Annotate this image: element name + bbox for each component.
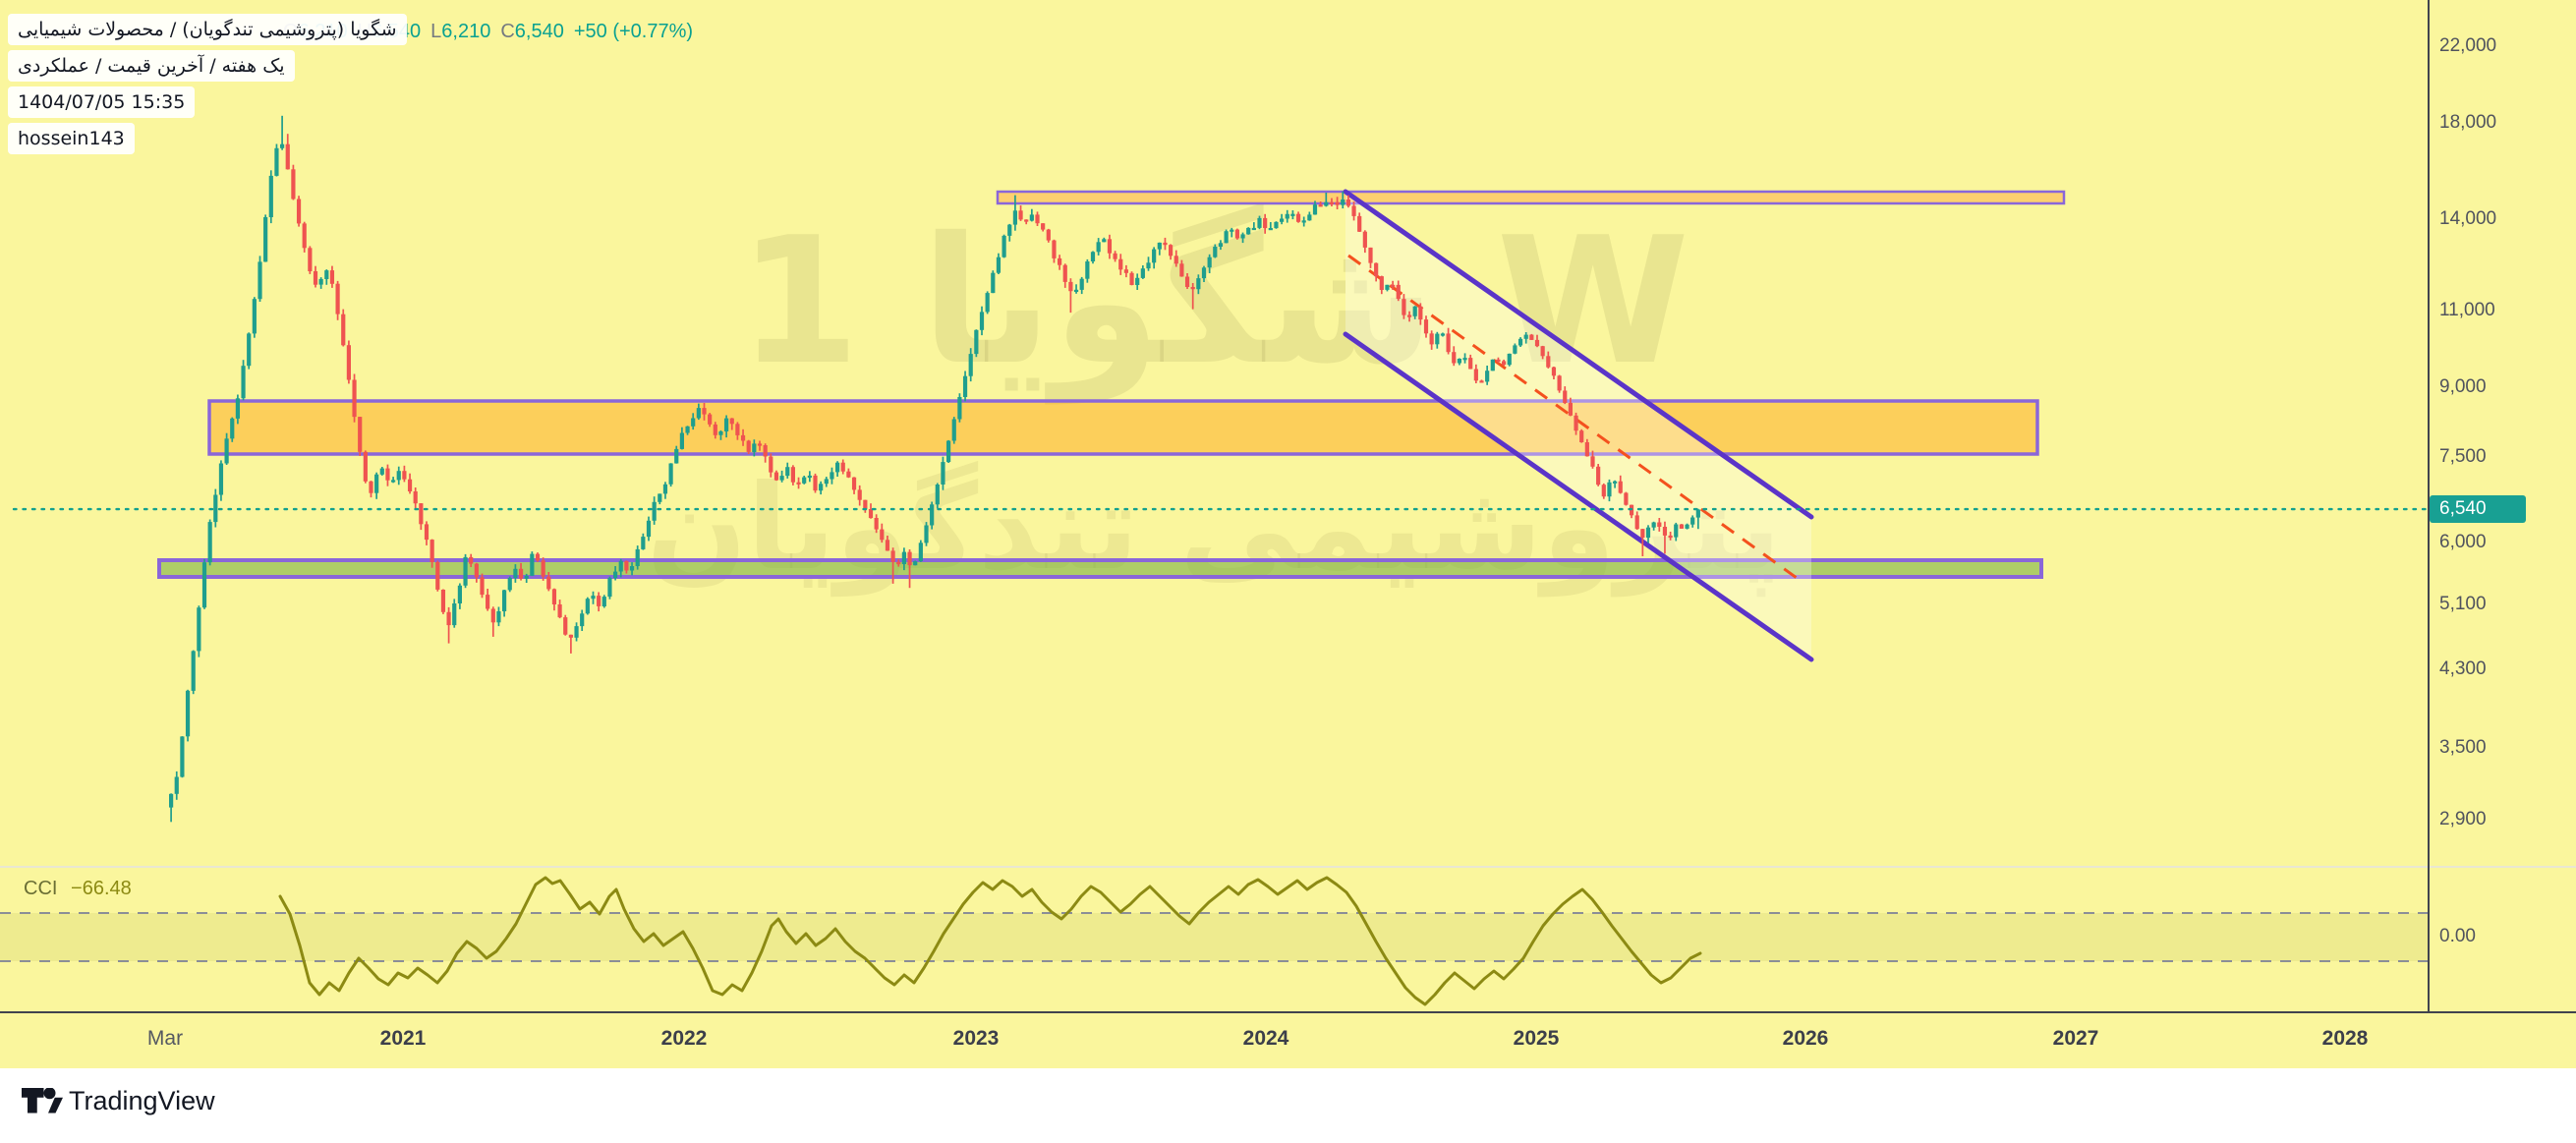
supply-zone-mid[interactable]	[207, 399, 2039, 456]
channel-lower-line[interactable]	[1343, 331, 1814, 662]
footer: TradingView	[0, 1068, 2576, 1143]
price-scale[interactable]: 22,000 18,000 14,000 11,000 9,000 7,500 6,000 5…	[2428, 0, 2576, 1012]
time-axis-border	[0, 1011, 2576, 1013]
price-tick-3,500: 3,500	[2439, 737, 2487, 758]
time-tick-2021: 2021	[379, 1027, 427, 1050]
symbol-title-chip[interactable]: شگویا (پتروشیمی تندگویان) / محصولات شیمی…	[8, 14, 407, 45]
cci-pane[interactable]	[0, 867, 2428, 1012]
username-chip: hossein143	[8, 123, 135, 154]
channel-upper-line[interactable]	[1343, 189, 1814, 520]
descending-channel[interactable]	[1343, 189, 1814, 662]
price-tick-7,500: 7,500	[2439, 446, 2487, 467]
pane-separator[interactable]	[0, 866, 2576, 868]
cci-value: −66.48	[71, 878, 132, 899]
demand-zone-low[interactable]	[157, 558, 2043, 579]
channel-fill	[1345, 192, 1811, 659]
price-axis-border	[2428, 0, 2430, 1013]
legend: شگویا (پتروشیمی تندگویان) / محصولات شیمی…	[8, 14, 407, 159]
time-tick-mar: Mar	[146, 1027, 184, 1050]
price-tick-4,300: 4,300	[2439, 658, 2487, 679]
time-tick-2022: 2022	[660, 1027, 708, 1050]
ohlc-close-key: C	[500, 21, 515, 42]
interval-chip[interactable]: یک هفته / آخرین قیمت / عملکردی	[8, 50, 295, 82]
candlestick-series[interactable]	[169, 115, 1700, 823]
price-tick-14,000: 14,000	[2439, 208, 2497, 229]
time-tick-2027: 2027	[2052, 1027, 2099, 1050]
datetime-chip: 1404/07/05 15:35	[8, 86, 196, 118]
price-zones	[157, 190, 2066, 579]
price-tick-18,000: 18,000	[2439, 112, 2497, 133]
price-tick-6,000: 6,000	[2439, 532, 2487, 552]
last-price-badge: 6,540	[2430, 495, 2526, 523]
channel-median-dashed-line[interactable]	[1347, 254, 1804, 585]
price-tick-2,900: 2,900	[2439, 809, 2487, 829]
time-tick-2028: 2028	[2321, 1027, 2369, 1050]
price-tick-11,000: 11,000	[2439, 300, 2495, 320]
ohlc-low-value: 6,210	[441, 21, 491, 42]
tradingview-brand-text[interactable]: TradingView	[69, 1086, 215, 1115]
price-tick-9,000: 9,000	[2439, 376, 2487, 397]
price-tick-22,000: 22,000	[2439, 35, 2497, 56]
ohlc-low-key: L	[430, 21, 442, 42]
cci-title: CCI	[24, 878, 58, 899]
price-pane[interactable]	[0, 0, 2428, 867]
cci-band-fill	[0, 913, 2428, 961]
time-tick-2023: 2023	[952, 1027, 1000, 1050]
cci-indicator-label[interactable]: CCI −66.48	[24, 878, 132, 900]
chart-background	[0, 0, 2576, 1068]
cci-zero-tick: 0.00	[2439, 926, 2476, 946]
resistance-zone-upper[interactable]	[996, 190, 2066, 205]
time-tick-2026: 2026	[1782, 1027, 1829, 1050]
tradingview-logo-icon[interactable]	[22, 1088, 63, 1123]
time-tick-2025: 2025	[1513, 1027, 1560, 1050]
price-change: +50 (+0.77%)	[573, 21, 694, 42]
time-scale[interactable]: Mar 2021 2022 2023 2024 2025 2026 2027 2028	[0, 1013, 2428, 1068]
cci-line[interactable]	[278, 876, 1702, 1006]
price-tick-5,100: 5,100	[2439, 594, 2487, 614]
time-tick-2024: 2024	[1242, 1027, 1289, 1050]
ohlc-close-value: 6,540	[514, 21, 564, 42]
